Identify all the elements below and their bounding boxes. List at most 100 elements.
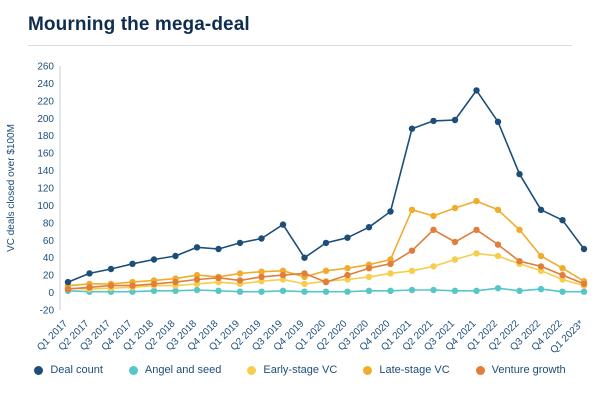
series-marker: [516, 287, 523, 294]
series-marker: [451, 204, 459, 212]
y-tick-label: 160: [37, 149, 54, 160]
series-marker: [236, 270, 244, 277]
series-marker: [344, 234, 351, 241]
series-marker: [516, 258, 523, 265]
y-tick-label: 20: [43, 271, 55, 282]
legend-item-deal-count: Deal count: [34, 364, 103, 376]
series-marker: [279, 276, 287, 283]
legend-label: Deal count: [50, 364, 103, 376]
series-marker: [172, 278, 179, 286]
series-marker: [365, 287, 373, 294]
series-marker: [150, 256, 158, 263]
series-marker: [559, 265, 566, 272]
series-marker: [344, 265, 351, 272]
series-marker: [150, 280, 158, 288]
y-tick-label: 260: [37, 62, 54, 73]
series-marker: [473, 197, 480, 205]
series-marker: [451, 256, 459, 263]
series-marker: [387, 287, 394, 294]
legend-item-early-stage-vc: Early-stage VC: [247, 364, 337, 376]
series-marker: [322, 239, 330, 247]
chart-area: -20 0 20 40 60 80 100 120 140 160 180 200 220 240 260 Q…: [0, 50, 600, 362]
series-marker: [365, 224, 373, 231]
series-marker: [430, 117, 437, 125]
series-marker: [193, 271, 201, 279]
series-marker: [580, 280, 588, 288]
series-marker: [64, 278, 72, 286]
y-tick-label: 180: [37, 131, 54, 142]
legend-dot: [475, 365, 485, 375]
series-line-deal-count: [67, 89, 585, 283]
series-marker: [344, 276, 351, 283]
series-marker: [473, 250, 480, 257]
series-marker: [129, 282, 136, 289]
y-tick-label: 60: [43, 236, 55, 247]
y-tick-label: 40: [43, 253, 55, 264]
series-marker: [473, 287, 480, 294]
series-marker: [236, 277, 244, 284]
series-marker: [64, 285, 72, 293]
series-marker: [580, 288, 588, 295]
series-marker: [430, 263, 437, 270]
legend-dot: [34, 365, 44, 375]
series-marker: [236, 288, 244, 295]
series-marker: [451, 238, 459, 246]
series-marker: [215, 245, 222, 253]
series-marker: [387, 260, 394, 267]
series-marker: [494, 118, 502, 126]
series-marker: [516, 170, 523, 178]
series-marker: [408, 267, 416, 274]
legend-dot: [363, 365, 373, 375]
series-marker: [344, 271, 351, 279]
legend-label: Angel and seed: [144, 364, 222, 376]
series-marker: [559, 217, 566, 224]
series-marker: [430, 212, 437, 220]
series-marker: [107, 282, 115, 289]
series-marker: [301, 254, 308, 261]
series-marker: [129, 288, 136, 295]
y-tick-label: 200: [37, 114, 54, 125]
series-marker: [408, 125, 416, 132]
series-marker: [365, 265, 373, 272]
series-marker: [451, 287, 459, 294]
series-marker: [537, 285, 545, 293]
y-tick-label: 120: [37, 184, 54, 195]
series-marker: [193, 280, 201, 288]
legend-dot: [128, 365, 138, 375]
series-marker: [301, 270, 308, 277]
series-marker: [279, 221, 287, 228]
legend-label: Venture growth: [491, 364, 566, 376]
series-marker: [301, 280, 308, 288]
y-tick-label: 140: [37, 166, 54, 177]
series-marker: [258, 273, 265, 281]
legend-item-angel-and-seed: Angel and seed: [128, 364, 222, 376]
series-marker: [258, 235, 265, 242]
series-marker: [408, 286, 416, 294]
series-marker: [451, 116, 459, 124]
series-marker: [494, 252, 502, 260]
legend-label: Early-stage VC: [263, 364, 338, 376]
title-divider: [28, 45, 572, 46]
series-marker: [537, 252, 545, 260]
legend-item-venture-growth: Venture growth: [475, 364, 566, 376]
series-marker: [473, 87, 480, 94]
y-tick-label: 100: [37, 201, 54, 212]
series-marker: [387, 270, 394, 277]
series-marker: [258, 268, 265, 275]
legend-label: Late-stage VC: [379, 364, 450, 376]
y-tick-label: 220: [37, 96, 54, 107]
series-marker: [494, 285, 502, 292]
y-tick-label: 80: [43, 218, 55, 229]
series-marker: [408, 247, 416, 254]
series-marker: [559, 276, 566, 283]
line-chart: -20020406080100120140160180200220240260Q…: [6, 62, 588, 356]
legend-dot: [247, 365, 257, 375]
chart-header: Mourning the mega-deal: [0, 0, 600, 46]
series-marker: [430, 226, 437, 233]
series-marker: [580, 245, 588, 253]
series-marker: [322, 278, 330, 286]
series-marker: [193, 276, 201, 283]
chart-legend: Deal count Angel and seed Early-stage VC La…: [0, 364, 600, 376]
series-marker: [215, 274, 222, 281]
